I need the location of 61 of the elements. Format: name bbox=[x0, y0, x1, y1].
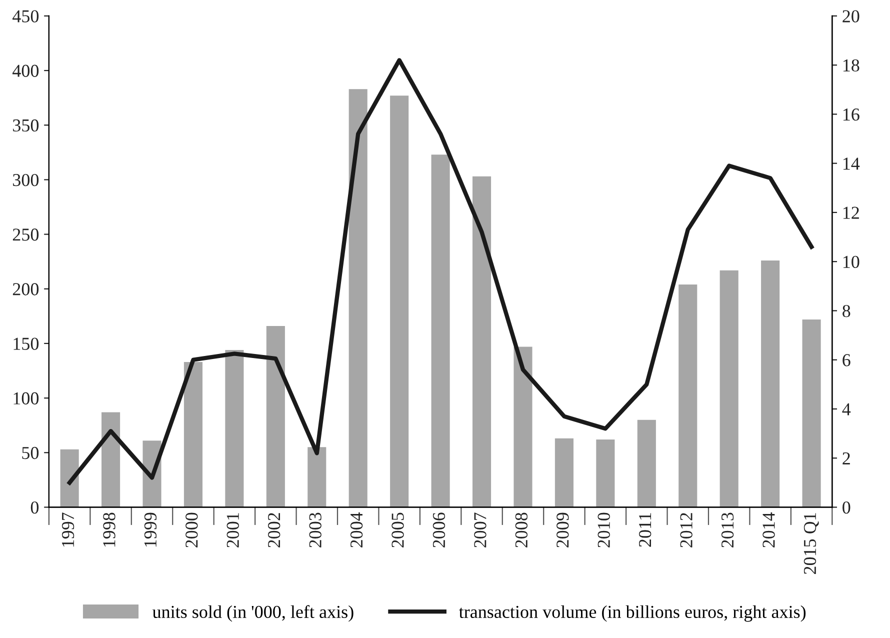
y-tick-label: 300 bbox=[13, 174, 39, 186]
bar bbox=[102, 412, 120, 508]
x-tick-label: 2010 bbox=[598, 512, 610, 548]
y-tick-label: 50 bbox=[22, 446, 39, 460]
x-tick-label: 2014 bbox=[762, 512, 775, 548]
y2-tick-label: 20 bbox=[842, 10, 860, 22]
y2-tick-label: 0 bbox=[842, 501, 850, 514]
y-tick-label: 200 bbox=[12, 283, 39, 296]
y-tick-label: 100 bbox=[14, 392, 39, 404]
x-tick-label: 2012 bbox=[680, 513, 692, 548]
bar bbox=[60, 449, 79, 508]
bar bbox=[431, 154, 450, 508]
bar bbox=[761, 260, 780, 508]
x-tick-label: 2007 bbox=[474, 512, 486, 548]
y2-tick-label: 6 bbox=[842, 354, 850, 366]
line-series bbox=[67, 58, 814, 485]
x-tick-label: 2004 bbox=[350, 512, 363, 548]
bar bbox=[678, 284, 698, 508]
x-tick-label: 2002 bbox=[268, 513, 280, 548]
bar bbox=[308, 447, 326, 508]
y-tick-label: 0 bbox=[30, 501, 39, 514]
y-tick-label: 250 bbox=[12, 228, 39, 241]
y-tick-label: 350 bbox=[13, 119, 39, 132]
y2-tick-label: 10 bbox=[843, 256, 860, 268]
x-tick-label: 1999 bbox=[144, 512, 157, 547]
bar bbox=[637, 420, 656, 508]
x-tick-label: 2006 bbox=[432, 512, 446, 548]
y2-tick-label: 2 bbox=[842, 452, 850, 464]
y2-tick-label: 18 bbox=[843, 59, 860, 72]
x-tick-label: 2000 bbox=[186, 512, 198, 548]
bar bbox=[720, 270, 738, 508]
bar bbox=[554, 438, 574, 508]
y-tick-label: 150 bbox=[14, 338, 39, 350]
bar bbox=[266, 326, 285, 508]
y2-tick-label: 4 bbox=[842, 403, 851, 416]
bar bbox=[472, 176, 492, 508]
y2-tick-label: 8 bbox=[842, 304, 850, 318]
y2-tick-label: 14 bbox=[843, 158, 860, 170]
x-tick-label: 2005 bbox=[392, 512, 404, 548]
x-tick-label: 2009 bbox=[556, 512, 569, 548]
y2-tick-label: 12 bbox=[843, 206, 859, 219]
bar bbox=[390, 96, 409, 508]
x-tick-label: 2008 bbox=[515, 512, 528, 548]
x-tick-label: 2011 bbox=[638, 513, 652, 547]
x-tick-label: 2001 bbox=[226, 513, 239, 548]
bar bbox=[802, 319, 821, 508]
x-tick-label: 2015 Q1 bbox=[804, 513, 819, 574]
legend-label: transaction volume (in billions euros, right axis) bbox=[459, 605, 806, 622]
y-tick-label: 450 bbox=[12, 10, 39, 22]
x-tick-label: 1997 bbox=[62, 512, 74, 547]
legend-label: units sold (in '000, left axis) bbox=[152, 605, 354, 622]
x-tick-label: 1998 bbox=[103, 512, 116, 547]
x-tick-label: 2013 bbox=[721, 512, 734, 548]
y2-tick-label: 16 bbox=[843, 108, 860, 121]
bar bbox=[596, 440, 615, 508]
bar bbox=[348, 89, 368, 508]
bar bbox=[514, 346, 532, 508]
y-tick-label: 400 bbox=[12, 64, 39, 77]
bar bbox=[225, 350, 244, 508]
bar bbox=[184, 362, 202, 508]
x-tick-label: 2003 bbox=[309, 512, 322, 548]
